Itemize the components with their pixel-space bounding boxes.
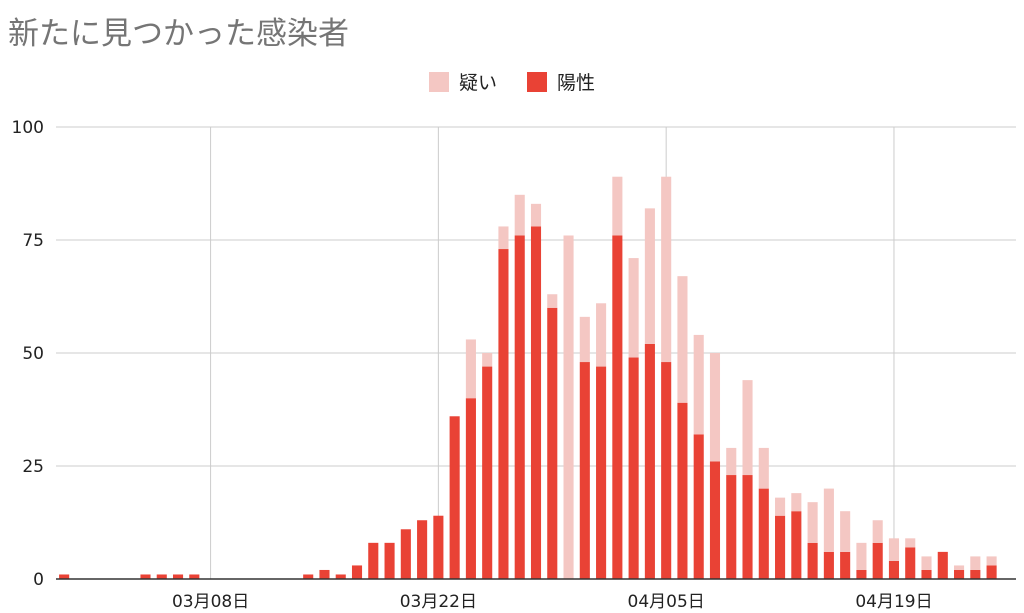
bar-suspected[interactable]	[775, 497, 786, 516]
bar-positive[interactable]	[498, 249, 509, 580]
bar-suspected[interactable]	[823, 488, 834, 552]
bar-positive[interactable]	[612, 235, 623, 580]
bar-positive[interactable]	[677, 402, 688, 579]
bar-suspected[interactable]	[514, 194, 525, 236]
bar-positive[interactable]	[872, 542, 883, 579]
bar-positive[interactable]	[172, 574, 184, 579]
bar-positive[interactable]	[482, 366, 493, 579]
y-tick-label: 100	[12, 118, 44, 138]
bar-positive[interactable]	[596, 366, 607, 579]
legend-item-positive[interactable]: 陽性	[527, 68, 595, 95]
y-tick-label: 25	[22, 457, 44, 477]
bar-positive[interactable]	[628, 357, 639, 579]
bar-suspected[interactable]	[693, 334, 704, 435]
bar-suspected[interactable]	[563, 235, 574, 580]
bar-suspected[interactable]	[709, 353, 721, 462]
x-tick-label: 04月05日	[628, 592, 705, 612]
bar-suspected[interactable]	[856, 542, 867, 570]
bar-positive[interactable]	[335, 574, 346, 579]
legend-label-positive: 陽性	[557, 72, 596, 94]
bar-positive[interactable]	[140, 574, 151, 579]
bars	[59, 176, 997, 580]
bar-suspected[interactable]	[726, 447, 737, 476]
legend-item-suspected[interactable]: 疑い	[428, 68, 497, 95]
bar-positive[interactable]	[303, 574, 314, 579]
bar-positive[interactable]	[319, 569, 330, 579]
bar-suspected[interactable]	[661, 176, 672, 363]
bar-suspected[interactable]	[547, 294, 558, 308]
legend: 疑い 陽性	[0, 68, 1024, 95]
bar-positive[interactable]	[986, 565, 997, 579]
bar-suspected[interactable]	[677, 276, 688, 403]
bar-suspected[interactable]	[579, 316, 590, 363]
bar-positive[interactable]	[921, 569, 932, 579]
legend-swatch-positive	[527, 71, 547, 92]
bar-suspected[interactable]	[807, 502, 818, 543]
bar-positive[interactable]	[905, 547, 916, 579]
bar-positive[interactable]	[417, 520, 428, 579]
bar-suspected[interactable]	[840, 511, 851, 552]
y-tick-label: 50	[22, 344, 44, 364]
bar-suspected[interactable]	[888, 538, 900, 561]
bar-suspected[interactable]	[628, 258, 639, 358]
bar-suspected[interactable]	[905, 538, 916, 548]
bar-suspected[interactable]	[954, 565, 965, 570]
bar-suspected[interactable]	[530, 203, 542, 227]
bar-positive[interactable]	[156, 574, 167, 579]
bar-positive[interactable]	[937, 551, 948, 579]
bar-suspected[interactable]	[791, 493, 802, 512]
legend-label-suspected: 疑い	[458, 72, 497, 94]
bar-positive[interactable]	[465, 398, 476, 579]
bar-positive[interactable]	[384, 542, 395, 579]
bar-positive[interactable]	[742, 475, 753, 579]
x-tick-label: 03月22日	[400, 592, 477, 612]
bar-suspected[interactable]	[596, 303, 607, 367]
bar-suspected[interactable]	[742, 380, 753, 476]
bar-positive[interactable]	[644, 343, 655, 579]
bar-suspected[interactable]	[482, 353, 493, 367]
chart-title: 新たに見つかった感染者	[8, 16, 349, 52]
bar-positive[interactable]	[351, 565, 363, 579]
bar-positive[interactable]	[530, 226, 542, 579]
bar-suspected[interactable]	[921, 556, 932, 570]
bar-positive[interactable]	[400, 529, 411, 579]
bar-positive[interactable]	[514, 235, 525, 580]
x-tick-label: 04月19日	[855, 592, 932, 612]
y-tick-label: 0	[33, 570, 44, 590]
bar-suspected[interactable]	[498, 226, 509, 250]
bar-positive[interactable]	[579, 362, 590, 579]
bar-positive[interactable]	[856, 569, 867, 579]
legend-swatch-suspected	[428, 71, 449, 92]
bar-positive[interactable]	[433, 515, 444, 579]
bar-positive[interactable]	[709, 461, 721, 579]
bar-positive[interactable]	[547, 307, 558, 579]
bar-positive[interactable]	[823, 551, 834, 579]
bar-positive[interactable]	[888, 560, 900, 579]
bar-positive[interactable]	[661, 362, 672, 579]
bar-positive[interactable]	[368, 542, 379, 579]
bar-positive[interactable]	[189, 574, 200, 579]
axes: 0 25 50 75 100 03月08日 03月22日 04月05日 04月19日	[12, 118, 1016, 612]
bar-positive[interactable]	[693, 434, 704, 579]
bar-positive[interactable]	[840, 551, 851, 579]
bar-positive[interactable]	[59, 574, 70, 579]
bar-positive[interactable]	[775, 515, 786, 579]
bar-positive[interactable]	[791, 511, 802, 579]
x-tick-label: 03月08日	[172, 592, 249, 612]
y-tick-label: 75	[22, 231, 44, 251]
bar-suspected[interactable]	[644, 208, 655, 344]
bar-positive[interactable]	[954, 569, 965, 579]
bar-suspected[interactable]	[872, 520, 883, 543]
bar-positive[interactable]	[726, 475, 737, 579]
bar-positive[interactable]	[758, 488, 769, 579]
bar-suspected[interactable]	[465, 339, 476, 399]
bar-suspected[interactable]	[612, 176, 623, 236]
bar-positive[interactable]	[449, 416, 460, 579]
bar-positive[interactable]	[970, 569, 981, 579]
bar-suspected[interactable]	[758, 447, 769, 489]
bar-suspected[interactable]	[970, 556, 981, 570]
bar-suspected[interactable]	[986, 556, 997, 566]
bar-positive[interactable]	[807, 542, 818, 579]
